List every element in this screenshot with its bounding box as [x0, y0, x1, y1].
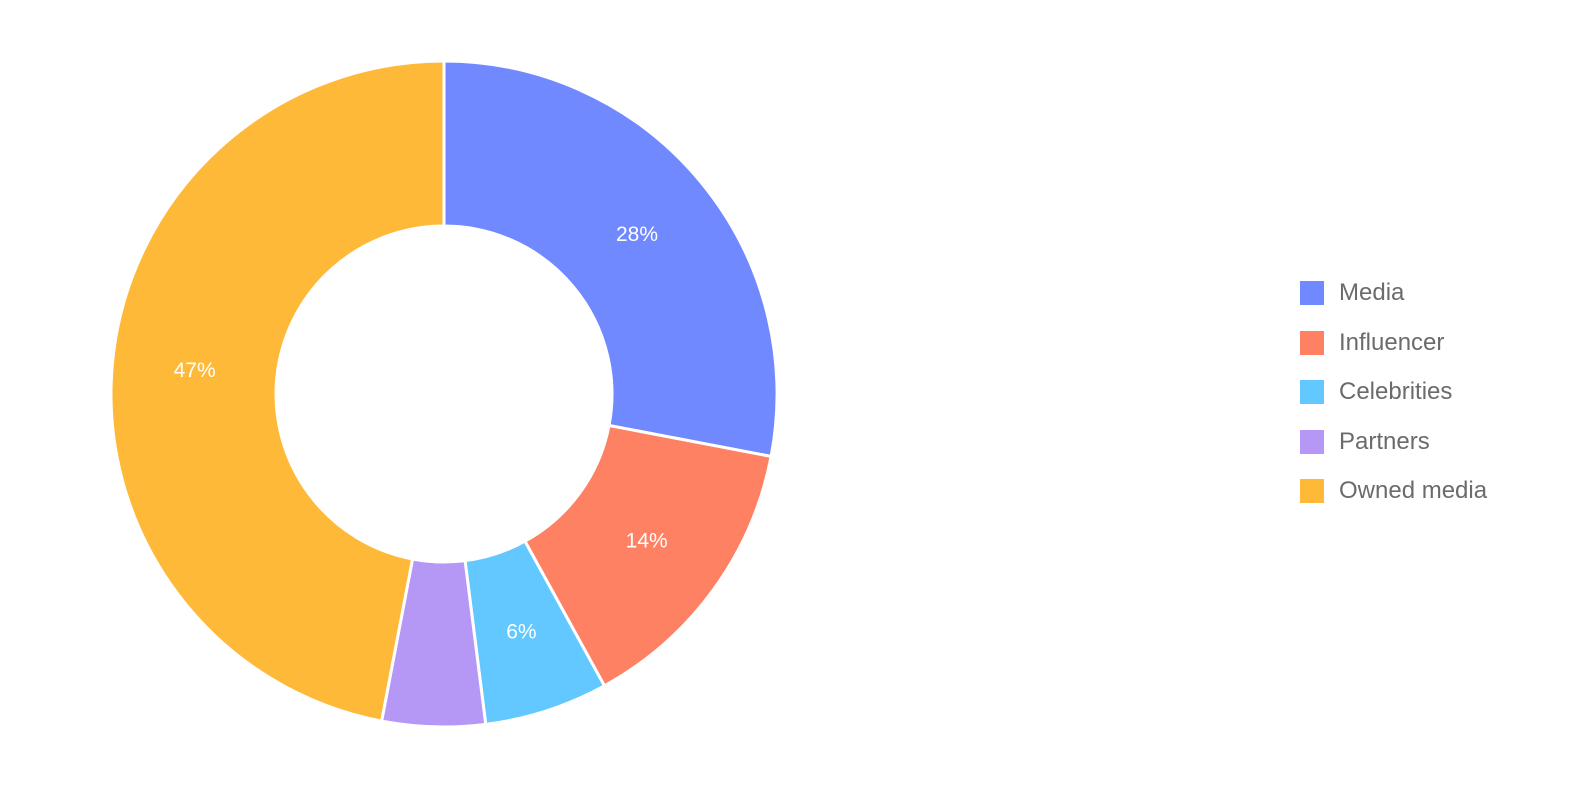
legend-label: Owned media: [1339, 477, 1488, 504]
donut-labels: 28% 14% 6% 47%: [174, 223, 668, 644]
legend-swatch-celebrities: [1300, 380, 1324, 404]
slice-label-media: 28%: [616, 223, 658, 246]
legend-item-influencer[interactable]: Influencer: [1300, 328, 1487, 356]
chart-legend: Media Influencer Celebrities Partners Ow…: [1300, 281, 1487, 529]
slice-influencer[interactable]: [522, 423, 773, 688]
legend-label: Partners: [1339, 427, 1430, 455]
slice-label-owned-media: 47%: [174, 359, 216, 382]
legend-swatch-media: [1300, 281, 1324, 305]
legend-label: Media: [1339, 279, 1405, 306]
legend-item-celebrities[interactable]: Celebrities: [1300, 380, 1487, 404]
slice-label-influencer: 14%: [626, 530, 668, 553]
legend-label: Influencer: [1339, 328, 1445, 356]
legend-label: Celebrities: [1339, 378, 1453, 405]
legend-swatch-owned-media: [1300, 479, 1324, 503]
legend-item-owned-media[interactable]: Owned media: [1300, 479, 1487, 503]
legend-swatch-partners: [1300, 429, 1324, 454]
slice-owned-media[interactable]: [109, 59, 446, 723]
legend-item-partners[interactable]: Partners: [1300, 427, 1487, 455]
slice-label-celebrities: 6%: [506, 621, 536, 644]
donut-slices: [109, 59, 779, 729]
legend-item-media[interactable]: Media: [1300, 281, 1487, 305]
legend-swatch-influencer: [1300, 330, 1324, 355]
slice-media[interactable]: [442, 59, 779, 459]
